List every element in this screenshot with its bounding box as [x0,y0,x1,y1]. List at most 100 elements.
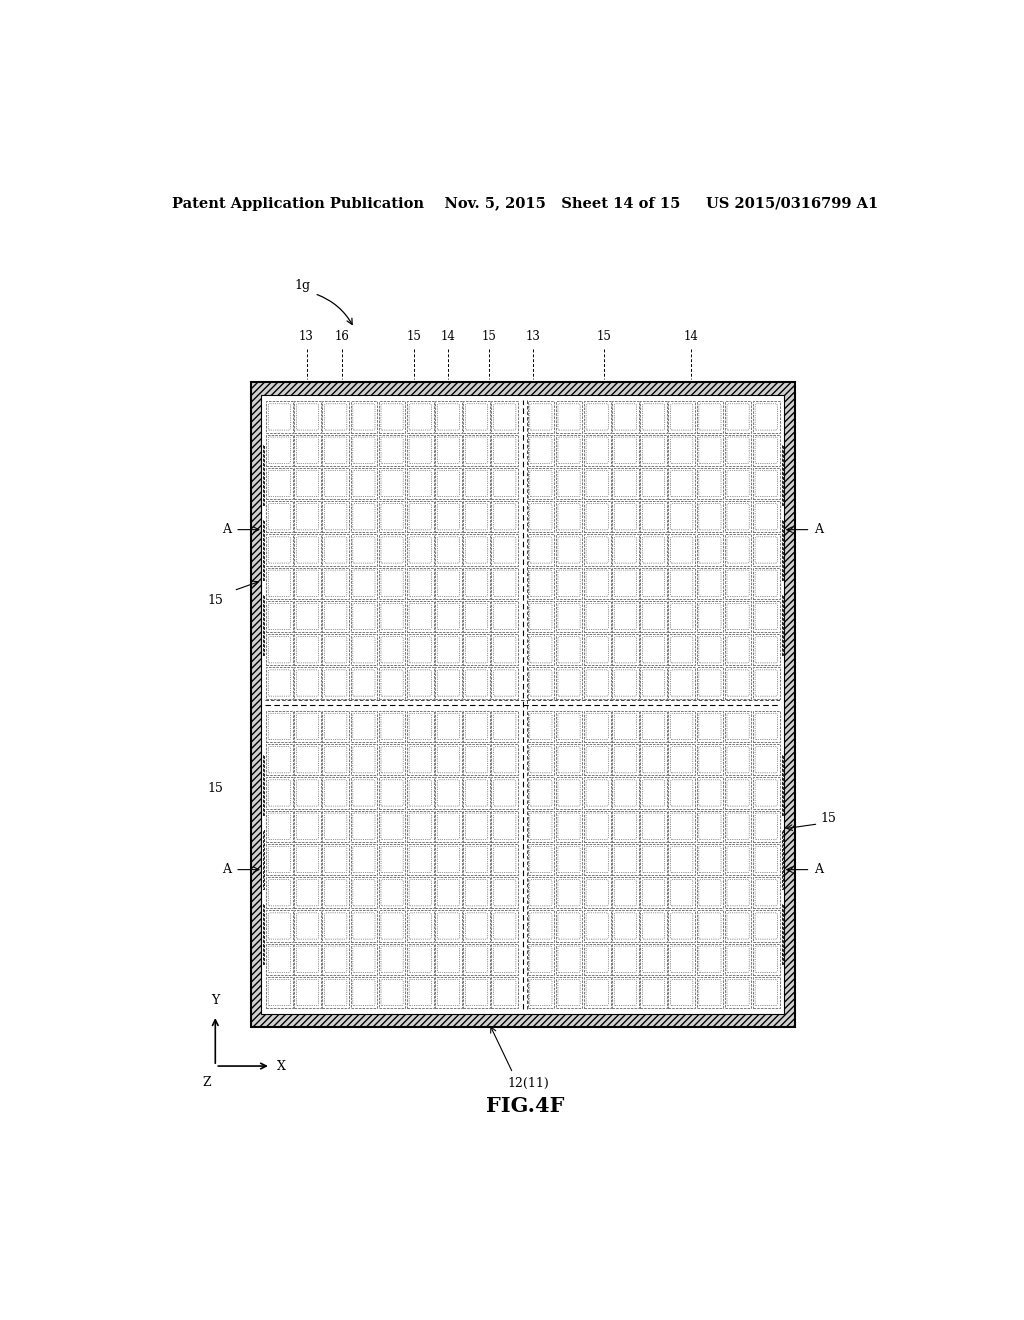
FancyBboxPatch shape [727,846,750,873]
FancyBboxPatch shape [614,879,637,906]
FancyBboxPatch shape [297,437,318,463]
Bar [323,502,349,532]
Bar [266,502,293,532]
FancyBboxPatch shape [297,879,318,906]
Bar [323,944,349,975]
Bar [294,434,321,466]
Bar [584,668,610,698]
Bar [323,843,349,875]
FancyBboxPatch shape [353,879,375,906]
FancyBboxPatch shape [353,979,375,1006]
FancyBboxPatch shape [297,603,318,630]
Bar [435,744,462,775]
Bar [294,601,321,632]
FancyBboxPatch shape [353,846,375,873]
FancyBboxPatch shape [466,979,487,1006]
FancyBboxPatch shape [381,470,403,496]
Bar [556,668,583,698]
FancyBboxPatch shape [268,537,291,564]
Bar [612,601,639,632]
FancyBboxPatch shape [529,979,552,1006]
Bar [696,744,723,775]
Bar [584,568,610,599]
Bar [435,977,462,1008]
FancyBboxPatch shape [755,669,777,696]
Bar [492,744,518,775]
Bar [669,843,695,875]
FancyBboxPatch shape [727,404,750,430]
FancyBboxPatch shape [410,503,431,529]
Bar [492,977,518,1008]
Bar [753,911,779,941]
FancyBboxPatch shape [558,747,581,772]
FancyBboxPatch shape [437,846,460,873]
Bar [669,944,695,975]
FancyBboxPatch shape [437,470,460,496]
FancyBboxPatch shape [297,946,318,973]
Bar [407,944,433,975]
Bar [612,535,639,565]
FancyBboxPatch shape [727,747,750,772]
FancyBboxPatch shape [671,913,693,939]
FancyBboxPatch shape [268,503,291,529]
FancyBboxPatch shape [755,879,777,906]
Bar [492,876,518,908]
FancyBboxPatch shape [671,669,693,696]
FancyBboxPatch shape [353,437,375,463]
Bar [696,710,723,742]
Text: 15: 15 [207,781,223,795]
Bar [640,502,667,532]
Bar [725,668,752,698]
Bar [294,634,321,665]
Bar [492,668,518,698]
Text: Z: Z [203,1076,211,1089]
FancyBboxPatch shape [437,979,460,1006]
FancyBboxPatch shape [727,879,750,906]
Bar [725,502,752,532]
FancyBboxPatch shape [529,813,552,840]
FancyBboxPatch shape [558,846,581,873]
FancyBboxPatch shape [353,946,375,973]
FancyBboxPatch shape [642,503,665,529]
Bar [350,777,377,809]
Bar [407,634,433,665]
FancyBboxPatch shape [727,713,750,739]
Bar [350,502,377,532]
Bar [669,434,695,466]
Bar [350,843,377,875]
FancyBboxPatch shape [671,979,693,1006]
Bar [696,434,723,466]
FancyBboxPatch shape [727,537,750,564]
Bar [612,810,639,842]
Bar [669,401,695,433]
Bar [556,810,583,842]
Bar [492,843,518,875]
FancyBboxPatch shape [353,470,375,496]
FancyBboxPatch shape [614,946,637,973]
FancyBboxPatch shape [558,503,581,529]
FancyBboxPatch shape [325,437,347,463]
Bar [407,401,433,433]
FancyBboxPatch shape [268,404,291,430]
FancyBboxPatch shape [437,946,460,973]
FancyBboxPatch shape [671,537,693,564]
Bar [640,668,667,698]
FancyBboxPatch shape [268,437,291,463]
FancyBboxPatch shape [642,946,665,973]
FancyBboxPatch shape [268,747,291,772]
Bar [463,876,489,908]
Text: 16: 16 [335,330,350,343]
FancyBboxPatch shape [466,713,487,739]
FancyBboxPatch shape [755,747,777,772]
Bar [463,401,489,433]
Bar [350,434,377,466]
Bar [696,977,723,1008]
FancyBboxPatch shape [353,537,375,564]
FancyBboxPatch shape [671,570,693,597]
FancyBboxPatch shape [381,913,403,939]
FancyBboxPatch shape [614,813,637,840]
FancyBboxPatch shape [268,603,291,630]
Bar [527,843,554,875]
FancyBboxPatch shape [268,570,291,597]
Bar [556,502,583,532]
